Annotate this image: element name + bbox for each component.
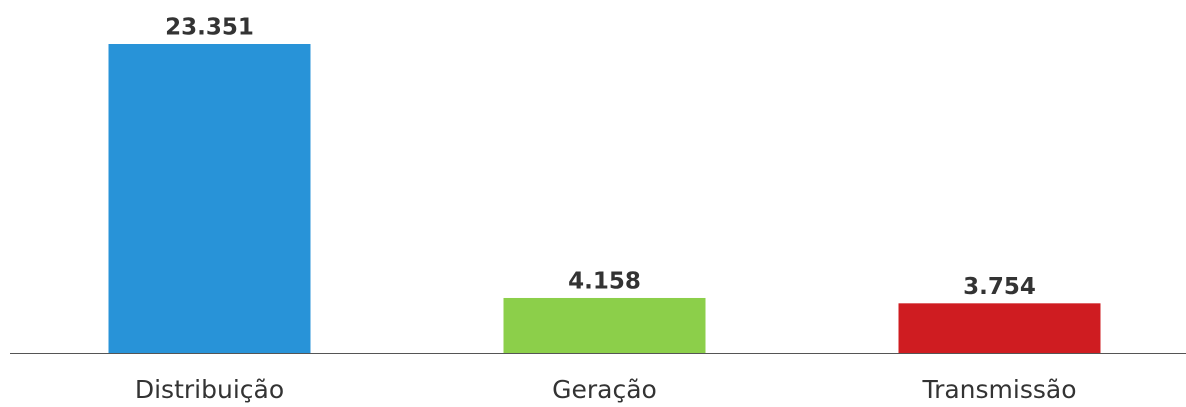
value-label: 23.351 (165, 15, 254, 41)
x-tick-label: Distribuição (135, 375, 284, 404)
x-tick-label: Geração (552, 375, 657, 404)
value-label: 3.754 (963, 274, 1036, 300)
value-label: 4.158 (568, 268, 641, 294)
x-tick-label: Transmissão (921, 375, 1076, 404)
bar (503, 297, 706, 353)
bar (898, 303, 1101, 353)
bar (108, 44, 311, 353)
